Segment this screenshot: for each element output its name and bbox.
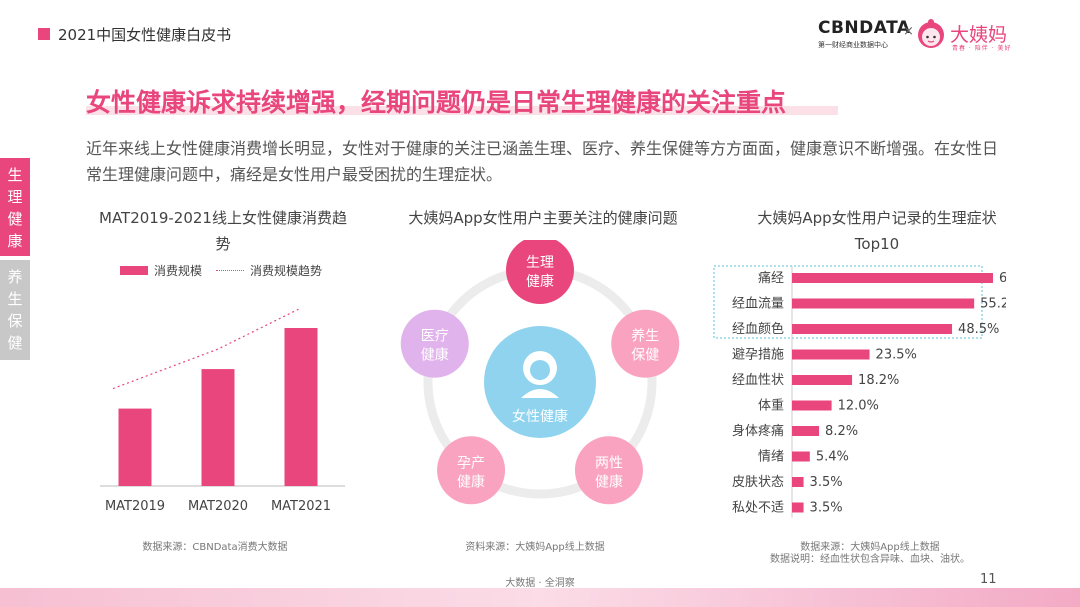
side-tab-wellness[interactable]: 养 生 保 健 — [0, 260, 30, 360]
category-label: 情绪 — [758, 450, 784, 465]
report-title: 2021中国女性健康白皮书 — [58, 26, 232, 44]
panel2-source: 资料来源：大姨妈App线上数据 — [465, 542, 605, 553]
dayima-logo-subtitle: 青春 · 陪伴 · 美好 — [952, 45, 1012, 52]
woman-icon — [521, 351, 559, 398]
intro-paragraph: 近年来线上女性健康消费增长明显，女性对于健康的关注已涵盖生理、医疗、养生保健等方… — [86, 139, 999, 184]
x-tick-label: MAT2021 — [271, 499, 331, 514]
symptom-top10-chart: 痛经 60.9% 经血流量 55.2% 经血颜色 48.5% 避孕措施 23.5% 经血性状 18… — [713, 265, 1006, 518]
x-tick-label: MAT2019 — [105, 499, 165, 514]
bar-mat2019 — [118, 408, 152, 486]
cbndata-logo-subtitle: 第一财经商业数据中心 — [818, 41, 888, 49]
brand-cross: × — [903, 24, 914, 39]
legend-line-swatch — [216, 270, 245, 271]
dayima-logo-text: 大姨妈 — [950, 24, 1008, 46]
value-label: 3.5% — [810, 475, 843, 490]
symptom-bar — [792, 375, 853, 385]
symptom-bar — [792, 324, 953, 334]
concern-node-line2: 健康 — [457, 473, 485, 490]
concern-node-line1: 养生 — [631, 329, 659, 345]
footer-slogan: 大数据 · 全洞察 — [505, 578, 575, 589]
value-label: 3.5% — [810, 501, 843, 516]
side-tab-char: 健 — [7, 210, 23, 228]
symptom-bar — [792, 477, 804, 487]
bottom-band — [0, 588, 1080, 607]
legend-line-label: 消费规模趋势 — [250, 264, 323, 278]
value-label: 8.2% — [825, 424, 858, 439]
side-tab-char: 保 — [7, 312, 23, 330]
category-label: 避孕措施 — [732, 348, 784, 363]
bar-mat2020 — [201, 369, 235, 486]
category-label: 经血颜色 — [732, 321, 784, 337]
category-label: 私处不适 — [732, 501, 784, 516]
value-label: 5.4% — [816, 450, 849, 465]
category-label: 痛经 — [758, 270, 784, 286]
category-label: 体重 — [758, 398, 784, 414]
panel3-source: 数据来源：大姨妈App线上数据 — [800, 542, 940, 553]
value-label: 23.5% — [876, 348, 917, 363]
concern-node-line2: 健康 — [526, 273, 554, 290]
headline-highlight — [86, 106, 838, 115]
value-label: 48.5% — [958, 322, 999, 337]
symptom-bar — [792, 426, 820, 436]
page-number: 11 — [980, 572, 997, 587]
category-label: 皮肤状态 — [732, 475, 784, 490]
value-label: 18.2% — [858, 373, 899, 388]
side-tab-char: 生 — [7, 290, 23, 308]
concern-node: 养生保健 — [611, 309, 680, 378]
symptom-bar — [792, 349, 870, 360]
concern-node-line2: 保健 — [631, 348, 659, 364]
panel1-legend: 消费规模 消费规模趋势 — [120, 262, 322, 279]
page-headline: 女性健康诉求持续增强，经期问题仍是日常生理健康的关注重点 — [86, 88, 787, 117]
panel2-title: 大姨妈App女性用户主要关注的健康问题 — [408, 209, 678, 227]
category-label: 身体疼痛 — [732, 423, 784, 439]
legend-bar-label: 消费规模 — [154, 264, 203, 278]
concern-node-circle — [437, 436, 506, 505]
concern-node-line1: 两性 — [595, 455, 623, 471]
side-tab-char: 养 — [7, 268, 23, 286]
value-label: 12.0% — [838, 399, 879, 414]
concern-node-line2: 健康 — [595, 473, 623, 490]
panel3-note: 数据说明：经血性状包含异味、血块、油状。 — [770, 554, 970, 565]
symptom-bar — [792, 298, 975, 309]
side-tab-physiology[interactable]: 生 理 健 康 — [0, 158, 30, 256]
cbndata-logo: CBNDATA — [818, 18, 911, 38]
symptom-bar — [792, 273, 993, 283]
side-tab-char: 理 — [7, 188, 23, 206]
header-marker — [38, 28, 50, 40]
legend-bar-swatch — [120, 266, 148, 275]
symptom-bar — [792, 502, 804, 513]
bar-mat2021 — [284, 328, 318, 486]
concern-node-circle — [611, 309, 680, 378]
concern-node-line1: 孕产 — [457, 455, 485, 471]
top3-highlight-box — [713, 265, 983, 339]
concern-node-circle — [506, 240, 574, 304]
category-label: 经血流量 — [732, 297, 784, 312]
consumption-trend-chart: MAT2019 MAT2020 MAT2021 — [100, 307, 345, 514]
side-tab-char: 健 — [7, 334, 23, 352]
value-label: 55.2% — [980, 297, 1006, 312]
panel1-title: MAT2019-2021线上女性健康消费趋势 — [99, 209, 347, 253]
concern-node-circle — [574, 436, 643, 505]
side-tab-char: 生 — [7, 166, 23, 184]
center-label: 女性健康 — [512, 408, 568, 425]
x-tick-label: MAT2020 — [188, 499, 248, 514]
concern-node-line1: 生理 — [526, 255, 554, 271]
symptom-bar — [792, 400, 832, 411]
concern-node-line2: 健康 — [421, 347, 449, 364]
panel3-title: 大姨妈App女性用户记录的生理症状Top10 — [757, 209, 997, 253]
concern-node-circle — [400, 309, 469, 378]
symptom-bar — [792, 451, 810, 462]
value-label: 60.9% — [999, 271, 1006, 286]
panel1-source: 数据来源：CBNData消费大数据 — [142, 542, 288, 553]
concern-node: 生理健康 — [506, 240, 574, 304]
category-label: 经血性状 — [732, 373, 784, 388]
dayima-logo-icon — [918, 19, 944, 48]
concern-node-line1: 医疗 — [421, 329, 449, 345]
side-tab-char: 康 — [7, 232, 23, 250]
